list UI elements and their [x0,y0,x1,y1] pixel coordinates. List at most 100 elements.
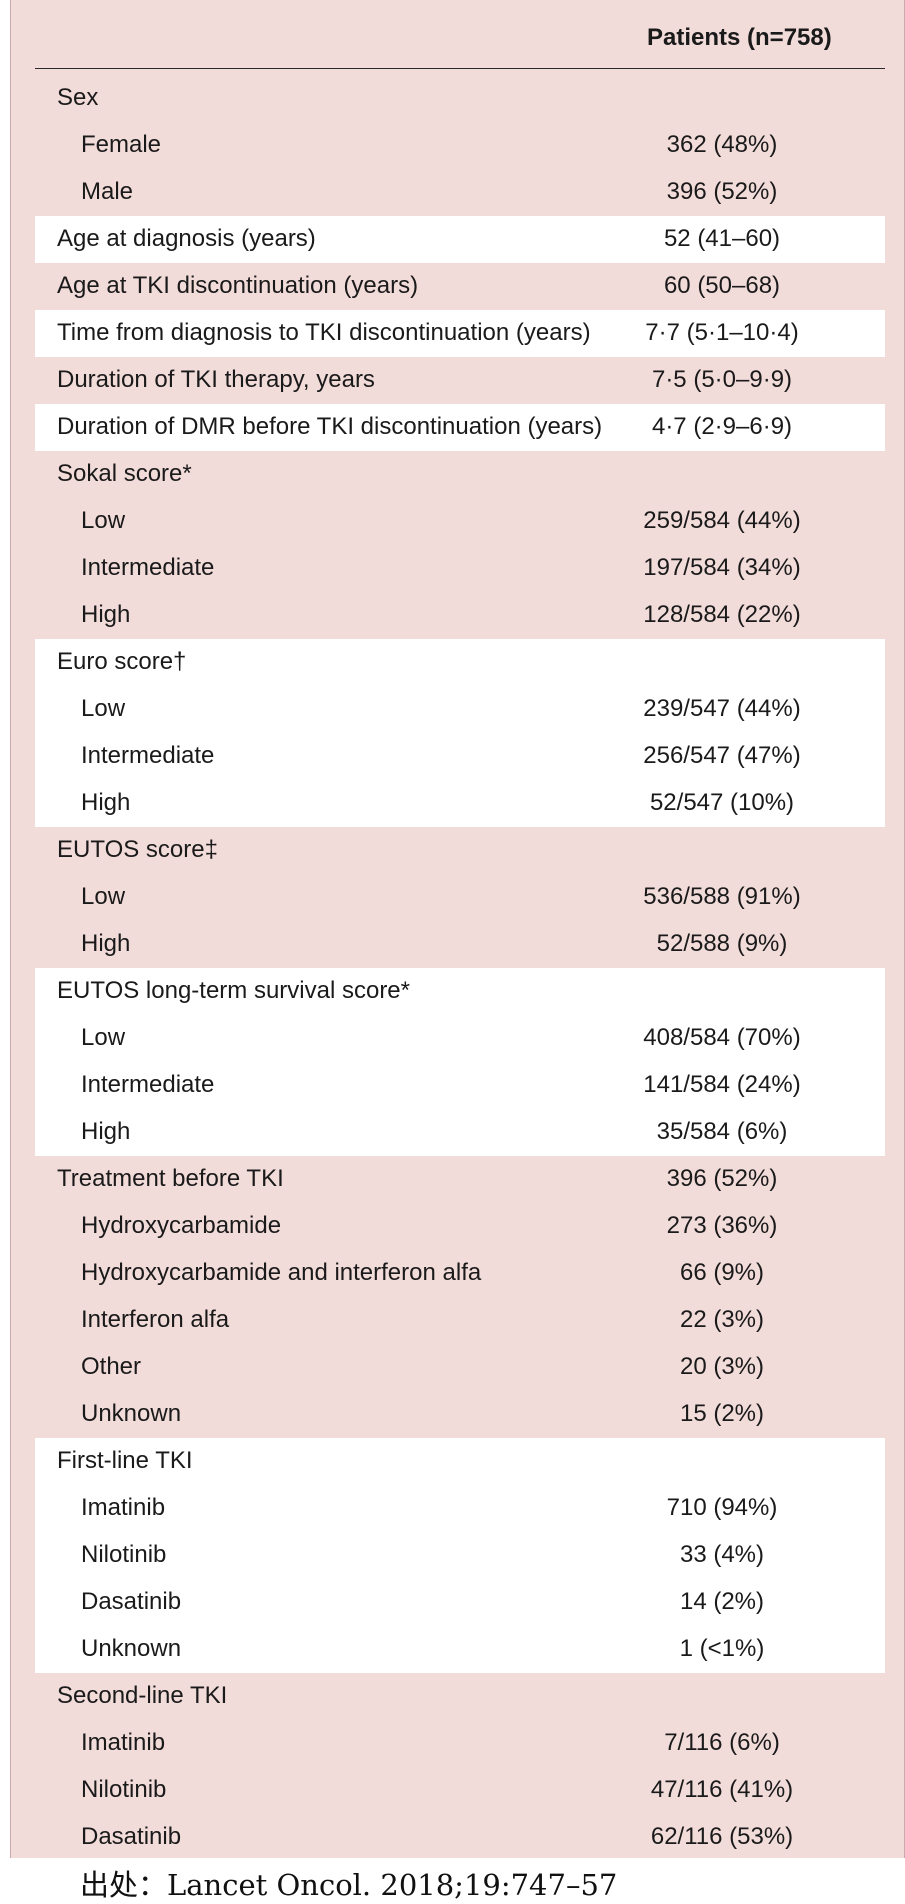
row-label: High [81,1118,131,1145]
table-row: Low 259/584 (44%) [35,498,885,545]
table-row: Nilotinib 47/116 (41%) [35,1767,885,1814]
row-label: Unknown [81,1635,182,1662]
row-label: Hydroxycarbamide and interferon alfa [81,1259,482,1286]
table-row: High 52/588 (9%) [35,921,885,968]
row-label: Imatinib [81,1494,166,1521]
table-row: Age at TKI discontinuation (years) 60 (50… [35,263,885,310]
row-label: Dasatinib [81,1588,182,1615]
table-row: High 52/547 (10%) [35,780,885,827]
row-label: Age at TKI discontinuation (years) [57,272,419,299]
row-label: Hydroxycarbamide [81,1212,282,1239]
table-row: High 128/584 (22%) [35,592,885,639]
table-row: Low 536/588 (91%) [35,874,885,921]
table-row: Dasatinib 62/116 (53%) [35,1814,885,1861]
table-row: Dasatinib 14 (2%) [35,1579,885,1626]
table-header: Patients (n=758) [35,0,885,69]
table-row: First-line TKI [35,1438,885,1485]
table-body: Sex Female 362 (48%) Male 396 (52%) Age at di… [35,75,885,1861]
row-label: Female [81,131,162,158]
row-value: 4·7 (2·9–6·9) [651,413,793,440]
row-value: 20 (3%) [679,1353,765,1380]
table-row: Female 362 (48%) [35,122,885,169]
table-row: Sokal score* [35,451,885,498]
row-value: 52/588 (9%) [656,930,788,957]
table-row: Unknown 1 (<1%) [35,1626,885,1673]
row-value: 52/547 (10%) [649,789,795,816]
table-row: EUTOS score‡ [35,827,885,874]
table-row: Other 20 (3%) [35,1344,885,1391]
row-value: 7/116 (6%) [664,1729,780,1756]
row-label: Interferon alfa [81,1306,230,1333]
row-label: High [81,930,131,957]
table-row: Intermediate 197/584 (34%) [35,545,885,592]
table-row: Male 396 (52%) [35,169,885,216]
row-label: Nilotinib [81,1541,167,1568]
row-label: Intermediate [81,554,215,581]
row-value: 1 (<1%) [679,1635,765,1662]
row-value: 35/584 (6%) [656,1118,788,1145]
table-row: High 35/584 (6%) [35,1109,885,1156]
table-panel: Patients (n=758) Sex Female 362 (48%) Male 3… [10,0,905,1858]
row-value: 362 (48%) [666,131,778,158]
table-row: Low 239/547 (44%) [35,686,885,733]
row-value: 7·7 (5·1–10·4) [645,319,799,346]
row-value: 197/584 (34%) [643,554,801,581]
row-value: 47/116 (41%) [650,1776,794,1803]
row-label: Time from diagnosis to TKI discontinuati… [57,319,591,346]
row-value: 408/584 (70%) [643,1024,801,1051]
row-value: 396 (52%) [666,178,778,205]
row-label: High [81,601,131,628]
row-label: Treatment before TKI [57,1165,284,1192]
row-label: Sex [57,84,99,111]
row-value: 536/588 (91%) [643,883,801,910]
row-label: Nilotinib [81,1776,167,1803]
row-label: Sokal score* [57,460,192,487]
row-value: 141/584 (24%) [643,1071,801,1098]
row-value: 22 (3%) [679,1306,765,1333]
table-row: Intermediate 256/547 (47%) [35,733,885,780]
row-value: 273 (36%) [666,1212,778,1239]
row-value: 7·5 (5·0–9·9) [651,366,793,393]
row-label: Imatinib [81,1729,166,1756]
table-row: Nilotinib 33 (4%) [35,1532,885,1579]
row-label: High [81,789,131,816]
table-row: Imatinib 7/116 (6%) [35,1720,885,1767]
table-row: Imatinib 710 (94%) [35,1485,885,1532]
table-row: Time from diagnosis to TKI discontinuati… [35,310,885,357]
row-label: EUTOS long-term survival score* [57,977,410,1004]
table-row: Unknown 15 (2%) [35,1391,885,1438]
row-label: Duration of DMR before TKI discontinuati… [57,413,603,440]
row-value: 52 (41–60) [663,225,781,252]
row-value: 396 (52%) [666,1165,778,1192]
table-row: Interferon alfa 22 (3%) [35,1297,885,1344]
row-label: Intermediate [81,742,215,769]
table-row: Second-line TKI [35,1673,885,1720]
row-value: 33 (4%) [679,1541,765,1568]
patients-column-header: Patients (n=758) [647,24,832,51]
table-row: Age at diagnosis (years) 52 (41–60) [35,216,885,263]
table-row: EUTOS long-term survival score* [35,968,885,1015]
row-value: 239/547 (44%) [643,695,801,722]
table-row: Hydroxycarbamide and interferon alfa 66 (… [35,1250,885,1297]
table-row: Intermediate 141/584 (24%) [35,1062,885,1109]
row-label: Low [81,1024,126,1051]
row-label: Intermediate [81,1071,215,1098]
row-label: Age at diagnosis (years) [57,225,316,252]
row-value: 14 (2%) [679,1588,765,1615]
table-row: Low 408/584 (70%) [35,1015,885,1062]
row-label: Duration of TKI therapy, years [57,366,375,393]
row-value: 128/584 (22%) [643,601,801,628]
row-value: 15 (2%) [679,1400,765,1427]
source-citation: 出处：Lancet Oncol. 2018;19:747–57 [80,1868,618,1902]
row-value: 256/547 (47%) [643,742,801,769]
row-label: First-line TKI [57,1447,193,1474]
row-value: 259/584 (44%) [643,507,801,534]
row-value: 710 (94%) [666,1494,778,1521]
row-label: Unknown [81,1400,182,1427]
row-label: Second-line TKI [57,1682,228,1709]
row-value: 62/116 (53%) [650,1823,794,1850]
row-label: Low [81,507,126,534]
row-label: Dasatinib [81,1823,182,1850]
table-row: Euro score† [35,639,885,686]
table-row: Duration of DMR before TKI discontinuati… [35,404,885,451]
